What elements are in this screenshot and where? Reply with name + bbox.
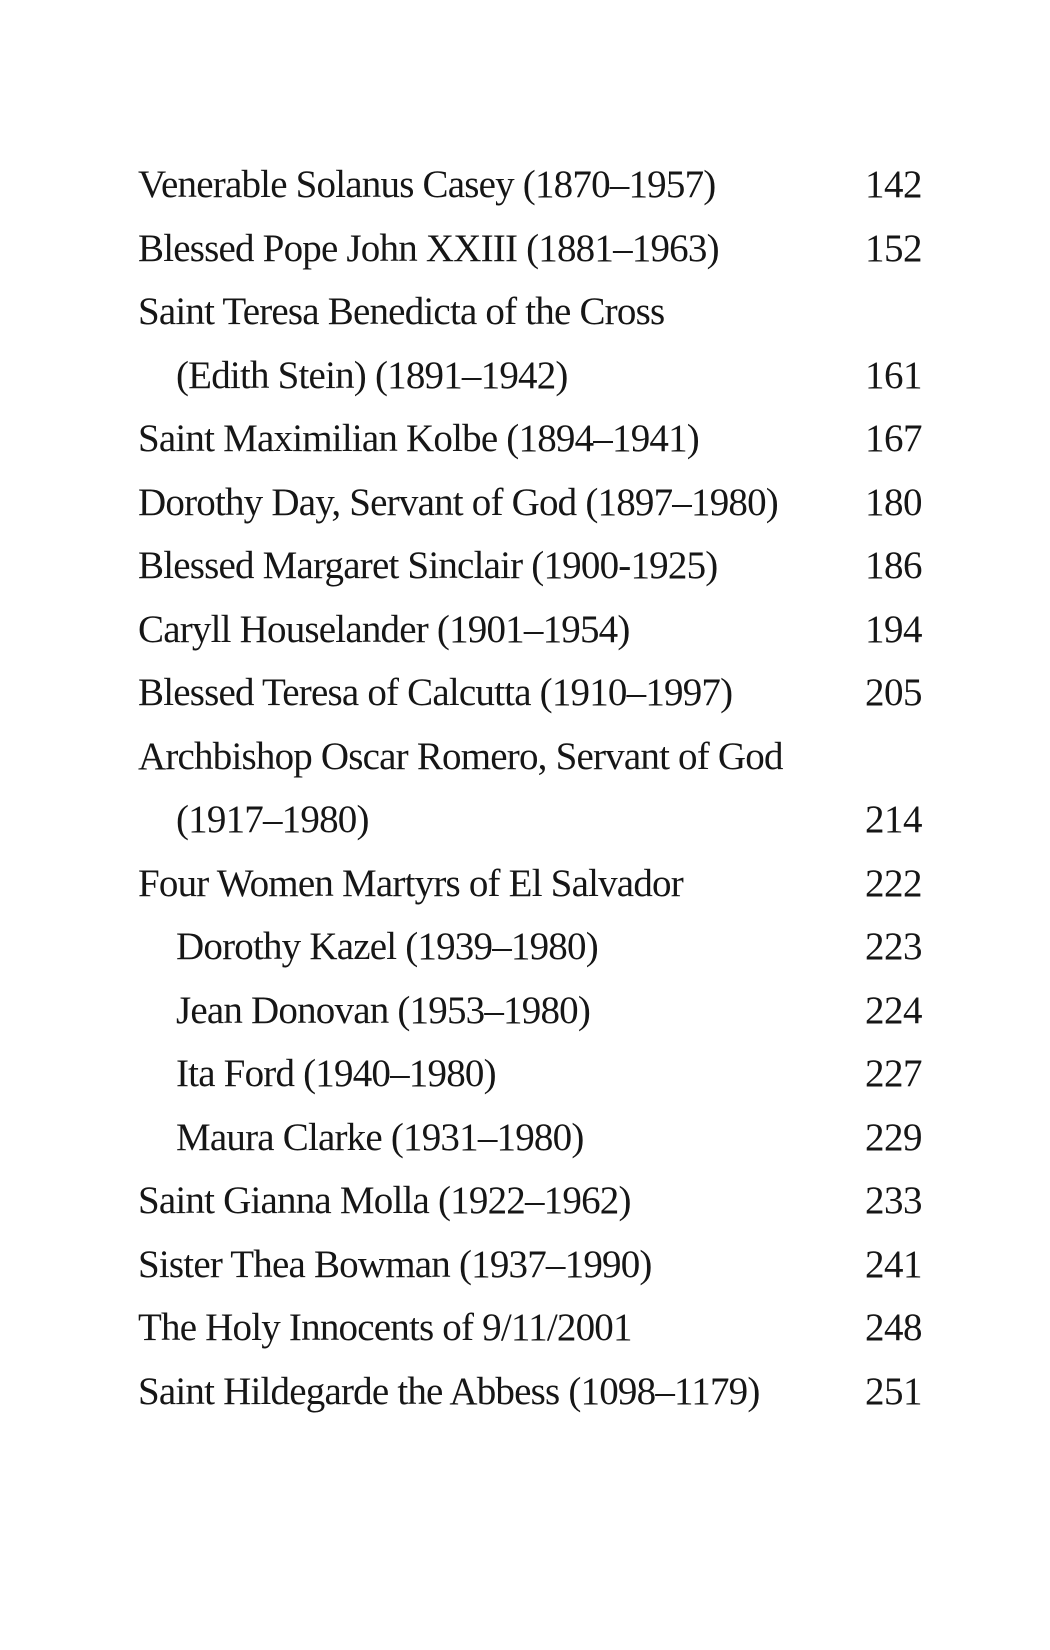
toc-entry-title: Dorothy Kazel (1939–1980) <box>176 925 599 968</box>
toc-entry-title: Saint Gianna Molla (1922–1962) <box>138 1179 631 1222</box>
toc-entry: Venerable Solanus Casey (1870–1957) 142 <box>138 153 923 217</box>
toc-entry-title: Saint Teresa Benedicta of the Cross <box>138 290 665 333</box>
toc-entry-title: Four Women Martyrs of El Salvador <box>138 861 684 905</box>
toc-entry-title: Venerable Solanus Casey (1870–1957) <box>138 163 716 206</box>
toc-entry-page-number: 142 <box>865 163 923 206</box>
toc-entry-page-number: 194 <box>865 607 923 651</box>
toc-entry: Blessed Margaret Sinclair (1900-1925) 18… <box>138 534 923 598</box>
toc-entry-title: Blessed Pope John XXIII (1881–1963) <box>138 226 720 270</box>
toc-entry-page-number: 161 <box>865 353 923 397</box>
toc-entry-page-number: 227 <box>865 1052 923 1095</box>
toc-entry-title: Saint Hildegarde the Abbess (1098–1179) <box>138 1369 760 1413</box>
toc-entry-title: Blessed Margaret Sinclair (1900-1925) <box>138 544 718 587</box>
toc-entry: Sister Thea Bowman (1937–1990) 241 <box>138 1233 923 1297</box>
toc-entry: Four Women Martyrs of El Salvador 222 <box>138 852 923 916</box>
toc-entry-page-number: 224 <box>865 988 923 1032</box>
toc-entry-title: Dorothy Day, Servant of God (1897–1980) <box>138 480 779 524</box>
toc-entry-page-number: 152 <box>865 226 923 270</box>
toc-entry: Jean Donovan (1953–1980) 224 <box>138 979 923 1043</box>
toc-entry: The Holy Innocents of 9/11/2001 248 <box>138 1296 923 1360</box>
toc-entry-page-number: 229 <box>865 1115 923 1159</box>
toc-entry-title: (1917–1980) <box>176 798 369 841</box>
toc-entry: Dorothy Day, Servant of God (1897–1980) … <box>138 471 923 535</box>
toc-entry: (1917–1980) 214 <box>138 788 923 852</box>
toc-entry: Ita Ford (1940–1980) 227 <box>138 1042 923 1106</box>
toc-entry-title: Maura Clarke (1931–1980) <box>176 1115 584 1159</box>
toc-entry: Saint Hildegarde the Abbess (1098–1179) … <box>138 1360 923 1424</box>
toc-entry-page-number: 233 <box>865 1179 923 1222</box>
toc-entry: Blessed Teresa of Calcutta (1910–1997) 2… <box>138 661 923 725</box>
toc-entry: Saint Maximilian Kolbe (1894–1941) 167 <box>138 407 923 471</box>
toc-entry-page-number: 248 <box>865 1306 923 1349</box>
toc-entry-title: Archbishop Oscar Romero, Servant of God <box>138 734 783 778</box>
toc-entry-page-number: 251 <box>865 1369 923 1413</box>
toc-entry: Dorothy Kazel (1939–1980) 223 <box>138 915 923 979</box>
toc-entry: Maura Clarke (1931–1980) 229 <box>138 1106 923 1170</box>
toc-entry-title: Blessed Teresa of Calcutta (1910–1997) <box>138 671 733 714</box>
toc-entry: (Edith Stein) (1891–1942) 161 <box>138 344 923 408</box>
toc-entry-page-number: 205 <box>865 671 923 714</box>
toc-entry-page-number: 180 <box>865 480 923 524</box>
toc-entry-title: (Edith Stein) (1891–1942) <box>176 353 568 397</box>
toc-entry: Caryll Houselander (1901–1954) 194 <box>138 598 923 662</box>
toc-entry-title: Jean Donovan (1953–1980) <box>176 988 591 1032</box>
toc-entry-page-number: 241 <box>865 1242 923 1286</box>
toc-entry-title: Sister Thea Bowman (1937–1990) <box>138 1242 652 1286</box>
toc-entry: Blessed Pope John XXIII (1881–1963) 152 <box>138 217 923 281</box>
toc-entry-page-number: 223 <box>865 925 923 968</box>
toc-entry-page-number: 186 <box>865 544 923 587</box>
toc-entry: Saint Teresa Benedicta of the Cross <box>138 280 922 344</box>
toc-entry-page-number: 222 <box>865 861 923 905</box>
toc-entry-title: The Holy Innocents of 9/11/2001 <box>138 1306 632 1349</box>
toc-entry-title: Caryll Houselander (1901–1954) <box>138 607 630 651</box>
toc-entry-page-number: 214 <box>865 798 923 841</box>
toc-entry-page-number: 167 <box>865 417 923 460</box>
toc-entry-title: Saint Maximilian Kolbe (1894–1941) <box>138 417 700 460</box>
toc-entry: Saint Gianna Molla (1922–1962) 233 <box>138 1169 923 1233</box>
toc-entry: Archbishop Oscar Romero, Servant of God <box>138 725 922 789</box>
toc-list: Venerable Solanus Casey (1870–1957) 142 … <box>138 153 923 1424</box>
toc-entry-title: Ita Ford (1940–1980) <box>176 1052 497 1095</box>
